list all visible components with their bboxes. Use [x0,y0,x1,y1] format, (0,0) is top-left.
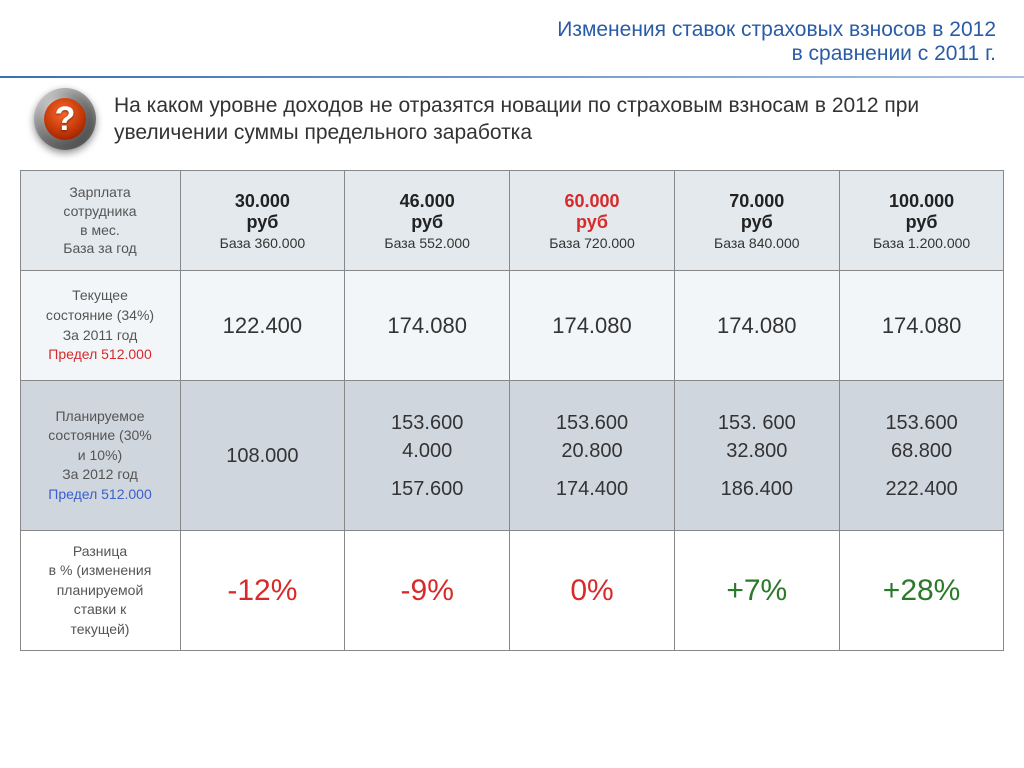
cell: -9% [345,531,510,651]
row-planned: Планируемоесостояние (30%и 10%)За 2012 г… [20,381,1004,531]
question-mark-icon: ? [34,88,96,150]
cell: 153. 60032.800186.400 [674,381,839,531]
row-diff-label: Разницав % (измененияпланируемойставки к… [20,531,180,651]
comparison-table: Зарплатасотрудникав мес.База за год 30.0… [20,170,1005,651]
cell: 108.000 [180,381,345,531]
cell: -12% [180,531,345,651]
row-diff: Разницав % (измененияпланируемойставки к… [20,531,1004,651]
row-current-label: Текущеесостояние (34%)За 2011 годПредел … [20,271,180,381]
cell: 153.60020.800174.400 [510,381,675,531]
slide-title: Изменения ставок страховых взносов в 201… [0,0,1024,70]
cell: 122.400 [180,271,345,381]
col-header: 100.000рубБаза 1.200.000 [839,171,1004,271]
cell: +7% [674,531,839,651]
cell: 153.6004.000157.600 [345,381,510,531]
cell: 153.60068.800222.400 [839,381,1004,531]
cell: 174.080 [839,271,1004,381]
subtitle-row: ? На каком уровне доходов не отразятся н… [0,88,1024,150]
table-header-row: Зарплатасотрудникав мес.База за год 30.0… [20,171,1004,271]
title-line-2: в сравнении с 2011 г. [0,42,996,66]
title-line-1: Изменения ставок страховых взносов в 201… [0,18,996,42]
cell: 174.080 [674,271,839,381]
col-header: 30.000рубБаза 360.000 [180,171,345,271]
row-planned-label: Планируемоесостояние (30%и 10%)За 2012 г… [20,381,180,531]
cell: +28% [839,531,1004,651]
subtitle-text: На каком уровне доходов не отразятся нов… [114,92,1006,147]
header-row-label: Зарплатасотрудникав мес.База за год [20,171,180,271]
cell: 0% [510,531,675,651]
cell: 174.080 [345,271,510,381]
title-divider [0,76,1024,78]
row-current: Текущеесостояние (34%)За 2011 годПредел … [20,271,1004,381]
col-header: 60.000рубБаза 720.000 [510,171,675,271]
col-header: 70.000рубБаза 840.000 [674,171,839,271]
cell: 174.080 [510,271,675,381]
col-header: 46.000рубБаза 552.000 [345,171,510,271]
